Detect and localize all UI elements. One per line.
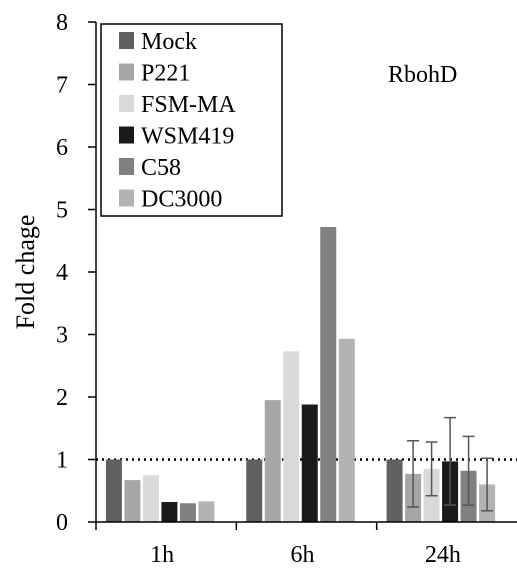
- chart-annotation: RbohD: [388, 62, 457, 88]
- axes: 0 1 2 3 4 5 6 7 8 1h 6h 24h: [56, 10, 517, 568]
- legend-label: P221: [141, 61, 190, 87]
- bars: [105, 227, 496, 522]
- legend-swatch: [119, 95, 134, 112]
- x-category-label: 1h: [150, 542, 174, 568]
- legend-swatch: [119, 189, 134, 207]
- bar-mock-1h: [105, 459, 122, 522]
- bar-dc3000-1h: [198, 501, 215, 522]
- legend-label: C58: [141, 155, 181, 181]
- bar-mock-24h: [386, 459, 403, 522]
- legend-swatch: [119, 158, 134, 175]
- bar-mock-6h: [246, 459, 263, 522]
- legend-swatch: [119, 63, 134, 81]
- y-axis-title: Fold chage: [11, 215, 40, 330]
- y-tick-label: 6: [56, 135, 68, 161]
- y-tick-label: 1: [56, 448, 68, 474]
- legend-box: [100, 23, 283, 217]
- legend-swatch: [119, 126, 134, 144]
- legend: Mock P221 FSM-MA WSM419 C58 DC3000: [100, 23, 283, 217]
- bar-c58-1h: [179, 503, 196, 522]
- bar-c58-6h: [320, 227, 337, 522]
- y-tick-label: 2: [56, 385, 68, 411]
- legend-label: FSM-MA: [141, 92, 236, 118]
- y-tick-label: 5: [56, 198, 68, 224]
- y-tick-label: 4: [56, 260, 68, 286]
- bar-p221-6h: [264, 400, 281, 522]
- legend-swatch: [119, 32, 134, 49]
- bar-p221-1h: [124, 480, 141, 522]
- legend-label: Mock: [141, 29, 197, 55]
- x-category-label: 6h: [291, 542, 315, 568]
- bar-dc3000-6h: [338, 338, 355, 522]
- y-tick-label: 8: [56, 10, 68, 36]
- bar-wsm419-6h: [301, 404, 318, 522]
- bar-wsm419-1h: [161, 502, 178, 522]
- y-tick-label: 7: [56, 73, 68, 99]
- y-tick-label: 0: [56, 510, 68, 536]
- legend-label: DC3000: [141, 187, 222, 213]
- y-tick-label: 3: [56, 323, 68, 349]
- x-category-label: 24h: [425, 542, 461, 568]
- legend-label: WSM419: [141, 124, 234, 150]
- bar-fsm-ma-6h: [283, 351, 300, 522]
- bar-fsm-ma-1h: [142, 475, 159, 522]
